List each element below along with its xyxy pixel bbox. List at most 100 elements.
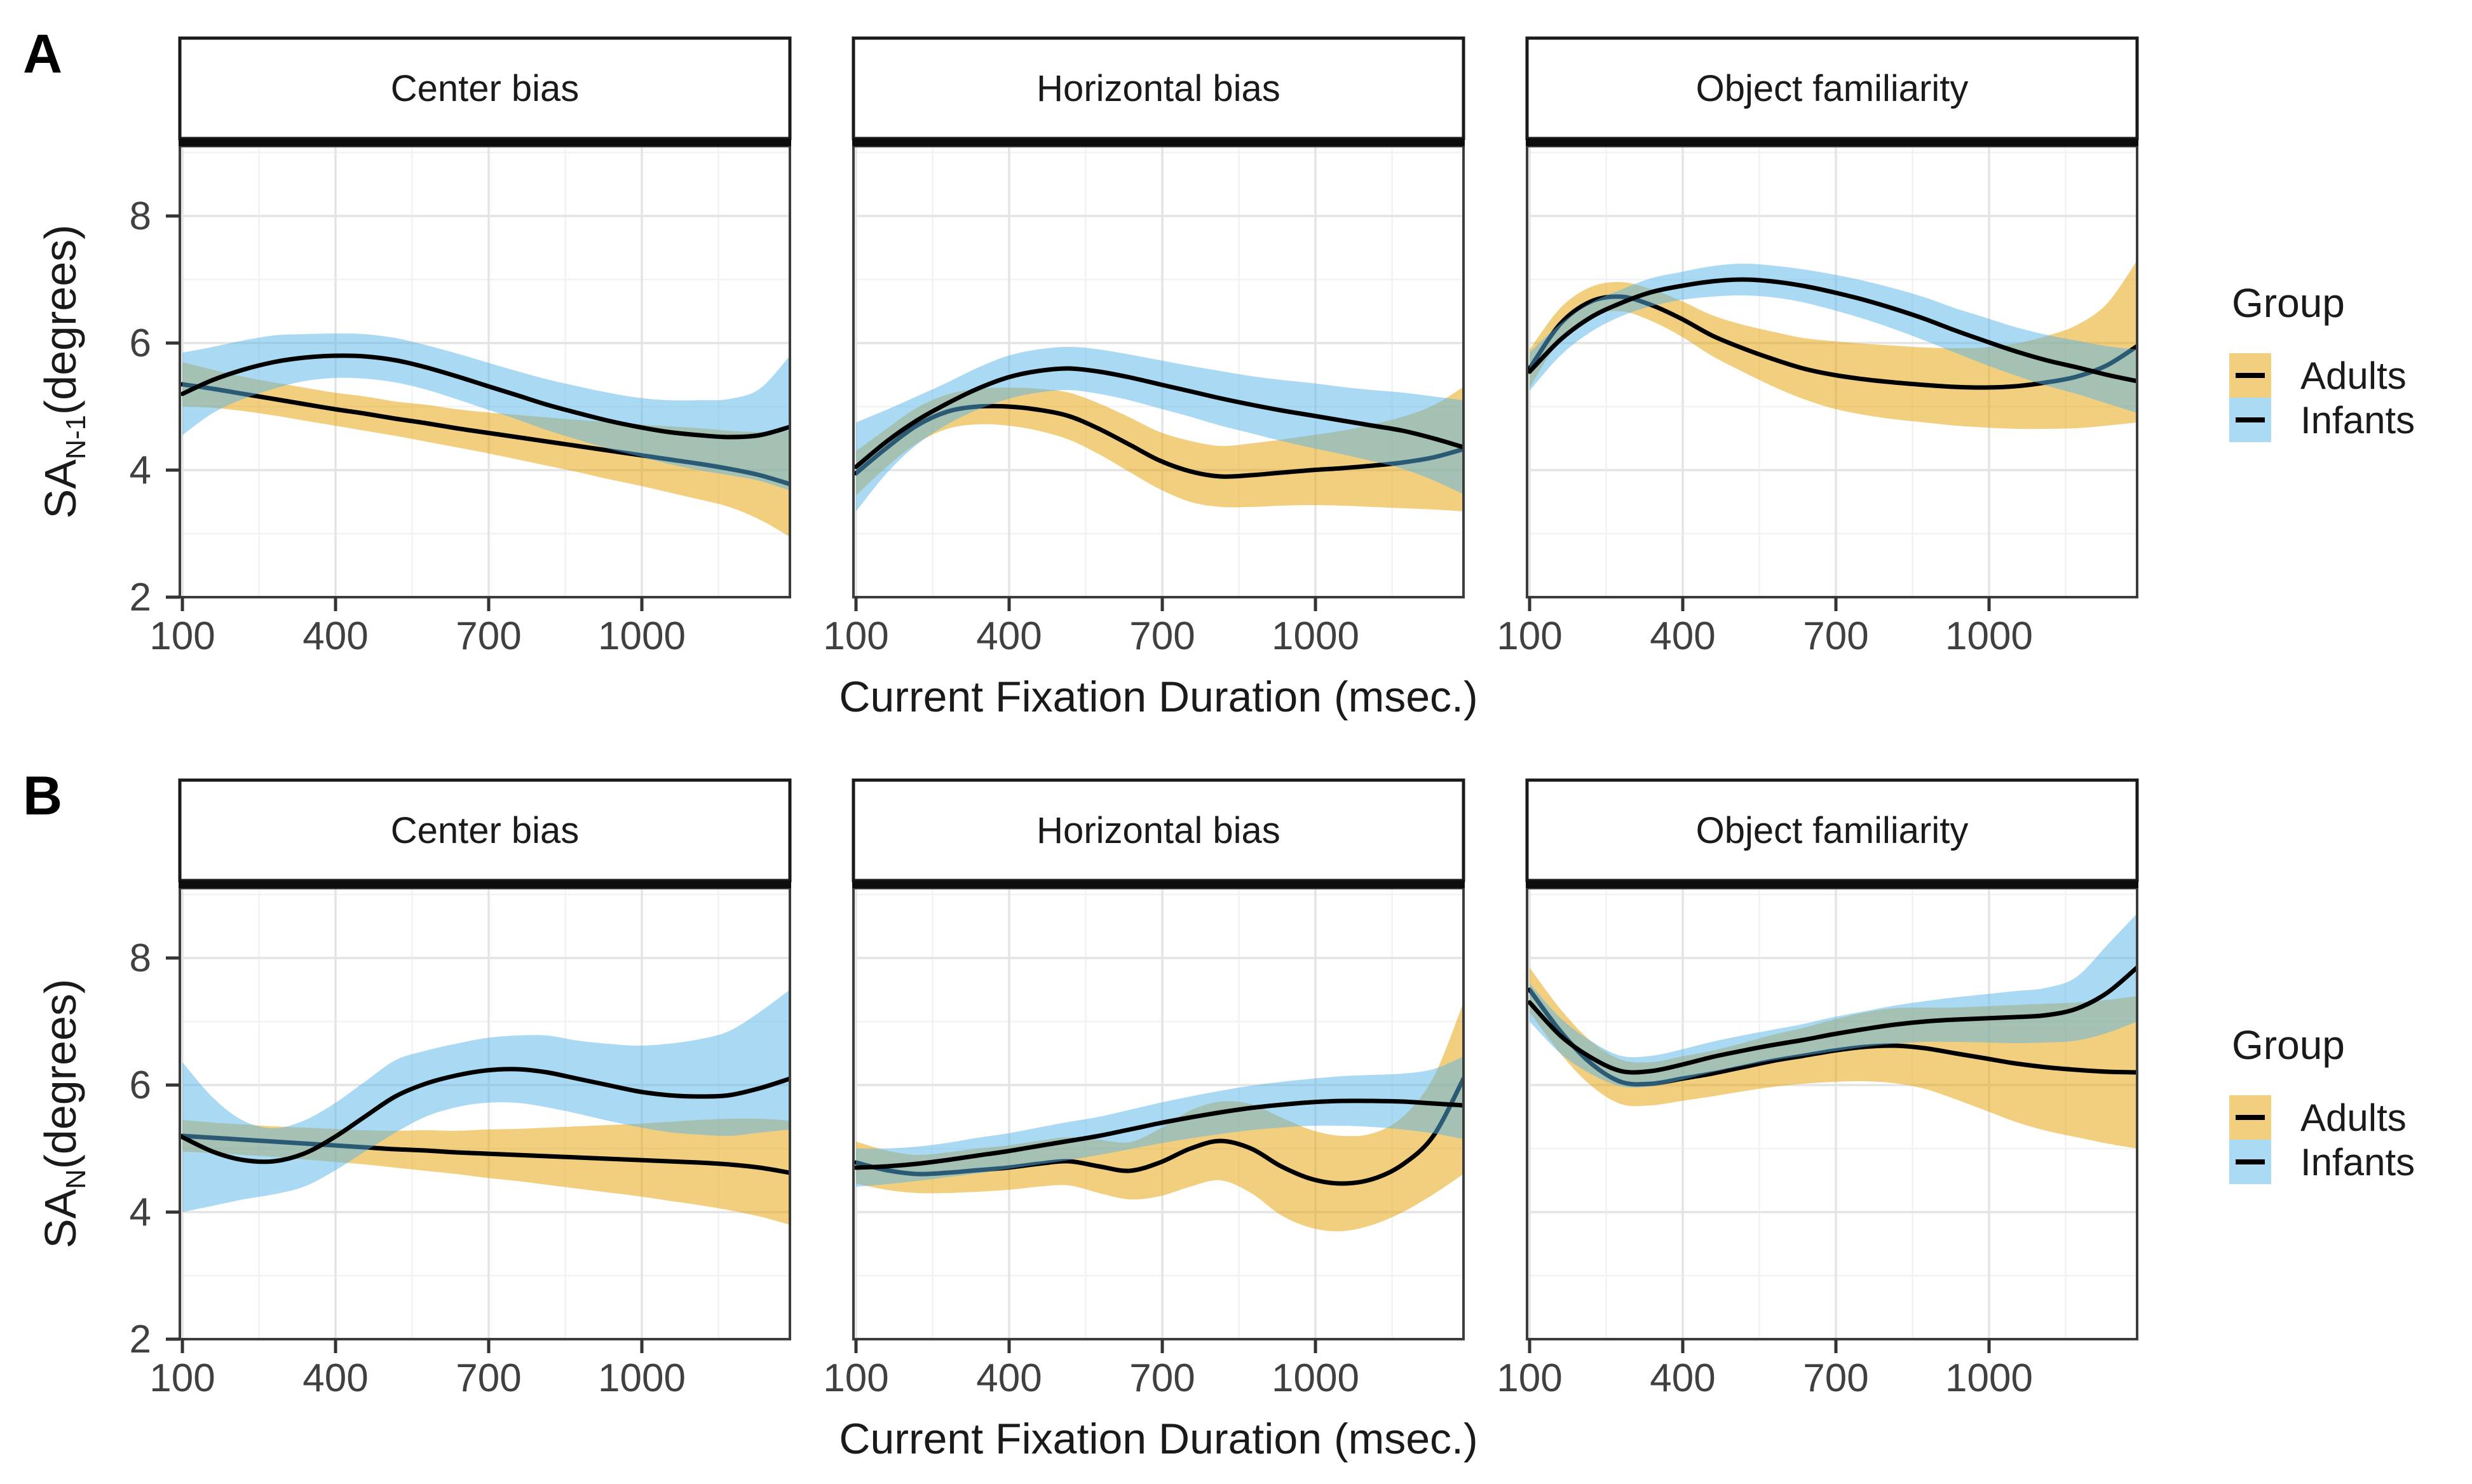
facet-strip bbox=[1525, 36, 2139, 140]
svg-text:6: 6 bbox=[130, 1063, 151, 1107]
strip-underline bbox=[852, 138, 1465, 146]
series-layer bbox=[853, 347, 1464, 511]
panel-label-a: A bbox=[23, 24, 63, 84]
facet-strip bbox=[178, 778, 792, 882]
svg-text:1000: 1000 bbox=[598, 1356, 686, 1400]
svg-text:2: 2 bbox=[130, 576, 151, 619]
svg-text:400: 400 bbox=[1650, 614, 1715, 658]
strip-underline bbox=[179, 880, 791, 888]
facet-grid-a: Center bias 100 400 700 1000 2 4 6 8 Horizontal b… bbox=[130, 36, 2139, 658]
facet-strip bbox=[178, 36, 792, 140]
svg-text:400: 400 bbox=[976, 614, 1042, 658]
panel-center-bias: Center bias 100 400 700 1000 2 4 6 8 bbox=[130, 778, 792, 1400]
line-infants bbox=[1527, 965, 2137, 1075]
facet-strip-label: Object familiarity bbox=[1696, 68, 1969, 109]
svg-text:400: 400 bbox=[302, 1356, 368, 1400]
legend-keys: Adults Infants bbox=[2229, 353, 2467, 442]
svg-text:100: 100 bbox=[823, 614, 888, 658]
panel-row-B: B SAN(degrees) Center bias 100 400 700 1000 2… bbox=[0, 742, 2472, 1484]
adults-swatch-icon bbox=[2229, 1095, 2271, 1140]
infants-key-line-icon bbox=[2236, 1159, 2265, 1164]
legend-key-infants: Infants bbox=[2229, 1140, 2467, 1184]
x-axis-title-a: Current Fixation Duration (msec.) bbox=[839, 673, 1478, 721]
legend-label-infants: Infants bbox=[2300, 398, 2415, 442]
x-axis: 100 400 700 1000 bbox=[823, 597, 1359, 658]
legend-label-adults: Adults bbox=[2300, 1096, 2407, 1139]
svg-text:700: 700 bbox=[1803, 1356, 1868, 1400]
svg-text:100: 100 bbox=[823, 1356, 888, 1400]
x-axis: 100 400 700 1000 bbox=[1497, 1339, 2033, 1400]
infants-key-line-icon bbox=[2236, 417, 2265, 422]
strip-underline bbox=[1526, 880, 2138, 888]
ribbon-infants bbox=[182, 990, 790, 1212]
facet-strip-label: Horizontal bias bbox=[1036, 68, 1280, 109]
infants-swatch-icon bbox=[2229, 398, 2271, 442]
y-axis: 2 4 6 8 bbox=[130, 194, 180, 619]
svg-text:400: 400 bbox=[302, 614, 368, 658]
series-layer bbox=[180, 333, 790, 537]
facet-grid-b: Center bias 100 400 700 1000 2 4 6 8 Horizontal b… bbox=[130, 778, 2139, 1400]
legend-key-adults: Adults bbox=[2229, 1095, 2467, 1140]
ribbon-infants bbox=[182, 333, 790, 490]
gridlines bbox=[1527, 888, 2137, 1339]
legend-key-adults: Adults bbox=[2229, 353, 2467, 398]
legend-label-adults: Adults bbox=[2300, 354, 2407, 397]
svg-text:2: 2 bbox=[130, 1318, 151, 1361]
svg-text:100: 100 bbox=[1497, 1356, 1562, 1400]
facet-strip-label: Object familiarity bbox=[1696, 810, 1969, 851]
svg-text:4: 4 bbox=[130, 449, 151, 492]
facet-strip-label: Horizontal bias bbox=[1036, 810, 1280, 851]
svg-text:700: 700 bbox=[1129, 614, 1195, 658]
series-layer bbox=[1527, 260, 2137, 429]
svg-text:100: 100 bbox=[1497, 614, 1562, 658]
infants-swatch-icon bbox=[2229, 1140, 2271, 1184]
ribbon-adults bbox=[856, 387, 1464, 511]
svg-text:1000: 1000 bbox=[1272, 614, 1359, 658]
panel-object-familiarity: Object familiarity 100 400 700 1000 bbox=[1497, 778, 2139, 1400]
adults-key-line-icon bbox=[2236, 1115, 2265, 1120]
line-infants bbox=[853, 1098, 1464, 1170]
svg-text:100: 100 bbox=[149, 614, 215, 658]
y-axis: 2 4 6 8 bbox=[130, 936, 180, 1361]
svg-text:400: 400 bbox=[1650, 1356, 1715, 1400]
x-axis: 100 400 700 1000 bbox=[823, 1339, 1359, 1400]
legend-keys: Adults Infants bbox=[2229, 1095, 2467, 1184]
series-layer bbox=[1527, 914, 2137, 1149]
series-layer bbox=[180, 990, 790, 1225]
facet-strip bbox=[852, 36, 1465, 140]
strip-underline bbox=[179, 138, 791, 146]
panel-horizontal-bias: Horizontal bias 100 400 700 1000 bbox=[823, 36, 1465, 658]
svg-text:6: 6 bbox=[130, 321, 151, 365]
ribbon-adults bbox=[182, 362, 790, 537]
x-axis: 100 400 700 1000 bbox=[149, 1339, 686, 1400]
svg-text:700: 700 bbox=[1129, 1356, 1195, 1400]
line-infants bbox=[180, 1067, 790, 1164]
svg-text:4: 4 bbox=[130, 1191, 151, 1234]
x-axis-title-b: Current Fixation Duration (msec.) bbox=[839, 1415, 1478, 1463]
panel-row-A: A SAN-1(degrees) Center bias 100 400 700 100… bbox=[23, 24, 2467, 721]
line-infants bbox=[180, 353, 790, 440]
series-layer bbox=[853, 1002, 1464, 1232]
panel-object-familiarity: Object familiarity 100 400 700 1000 bbox=[1497, 36, 2139, 658]
svg-text:1000: 1000 bbox=[1945, 614, 2033, 658]
ribbon-adults bbox=[856, 1002, 1464, 1232]
svg-text:8: 8 bbox=[130, 194, 151, 238]
svg-text:8: 8 bbox=[130, 936, 151, 980]
ribbon-infants bbox=[856, 347, 1464, 511]
svg-text:1000: 1000 bbox=[1272, 1356, 1359, 1400]
strip-underline bbox=[852, 880, 1465, 888]
facet-strip-label: Center bias bbox=[391, 810, 580, 851]
legend-title: Group bbox=[2232, 280, 2345, 326]
svg-text:700: 700 bbox=[1803, 614, 1868, 658]
svg-text:1000: 1000 bbox=[1945, 1356, 2033, 1400]
line-infants bbox=[1527, 277, 2137, 384]
x-axis: 100 400 700 1000 bbox=[1497, 597, 2033, 658]
panel-center-bias: Center bias 100 400 700 1000 2 4 6 8 bbox=[130, 36, 792, 658]
line-infants bbox=[853, 366, 1464, 469]
svg-text:400: 400 bbox=[976, 1356, 1042, 1400]
svg-text:700: 700 bbox=[456, 1356, 521, 1400]
legend-a: Group Adults Infants bbox=[2200, 280, 2467, 442]
facet-strip-label: Center bias bbox=[391, 68, 580, 109]
legend-key-infants: Infants bbox=[2229, 398, 2467, 442]
